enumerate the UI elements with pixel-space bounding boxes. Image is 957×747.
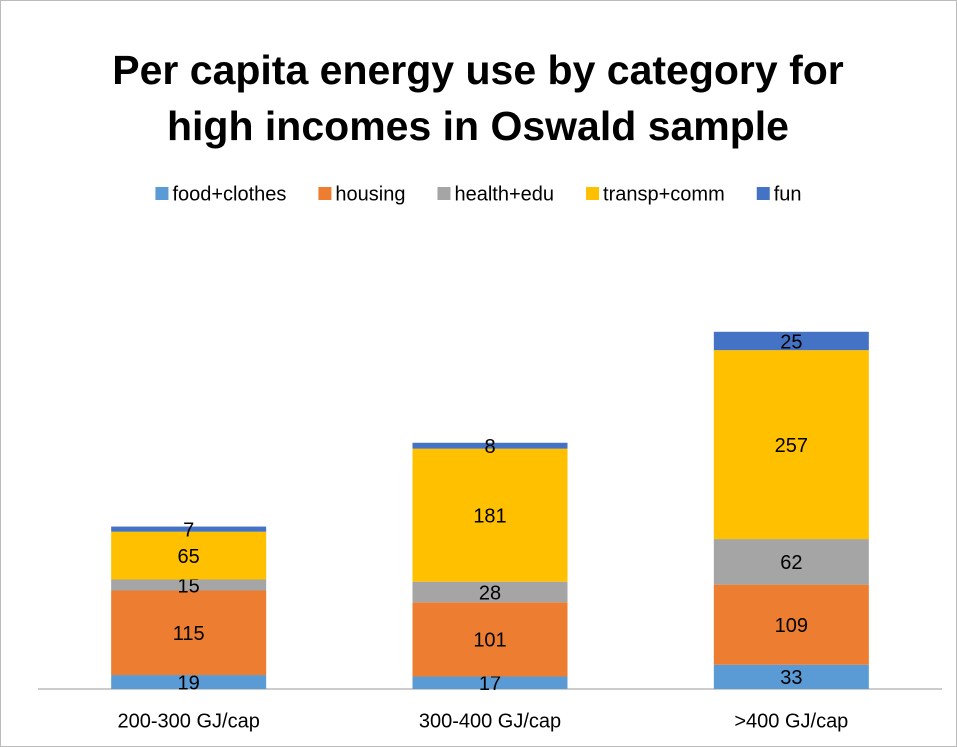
data-label: 7 xyxy=(183,519,194,541)
legend-swatch xyxy=(155,187,169,200)
data-label: 8 xyxy=(484,436,495,458)
legend-label: housing xyxy=(335,183,405,205)
legend-swatch xyxy=(756,187,770,200)
data-label: 62 xyxy=(780,552,802,574)
bar-segment xyxy=(713,664,869,689)
data-label: 65 xyxy=(178,546,200,568)
data-label: 19 xyxy=(178,672,200,694)
bar-segment xyxy=(412,448,568,582)
data-label: 28 xyxy=(479,582,501,604)
chart-title: Per capita energy use by category for hi… xyxy=(112,47,844,149)
data-label: 15 xyxy=(178,575,200,597)
bar-segment xyxy=(412,581,568,603)
data-label: 115 xyxy=(173,623,205,645)
legend-label: food+clothes xyxy=(172,183,286,205)
legend-label: fun xyxy=(774,183,802,205)
bar-segment xyxy=(111,675,267,689)
bar-segment xyxy=(111,526,267,532)
data-label: 33 xyxy=(780,667,802,689)
bar-segment xyxy=(412,676,568,689)
x-tick-label: 300-400 GJ/cap xyxy=(419,710,561,732)
legend-swatch xyxy=(437,187,451,200)
data-label: 25 xyxy=(780,331,802,353)
data-label: 101 xyxy=(473,630,506,652)
bar-segment xyxy=(412,602,568,677)
x-tick-label: >400 GJ/cap xyxy=(734,710,848,732)
legend-swatch xyxy=(586,187,600,200)
bar-segment xyxy=(713,331,869,351)
data-label: 181 xyxy=(473,505,506,527)
legend-label: transp+comm xyxy=(603,183,725,205)
legend-label: health+edu xyxy=(454,183,554,205)
data-label: 109 xyxy=(775,615,808,637)
bar-segment xyxy=(412,442,568,449)
x-tick-label: 200-300 GJ/cap xyxy=(118,710,260,732)
bar-segment xyxy=(111,531,267,580)
bar-segment xyxy=(111,590,267,676)
bar-segment xyxy=(713,584,869,665)
bar-segment xyxy=(713,539,869,585)
bar-segment xyxy=(111,579,267,591)
data-label: 257 xyxy=(775,435,808,457)
legend-swatch xyxy=(318,187,332,200)
bar-segment xyxy=(713,350,869,540)
data-label: 17 xyxy=(479,673,501,695)
